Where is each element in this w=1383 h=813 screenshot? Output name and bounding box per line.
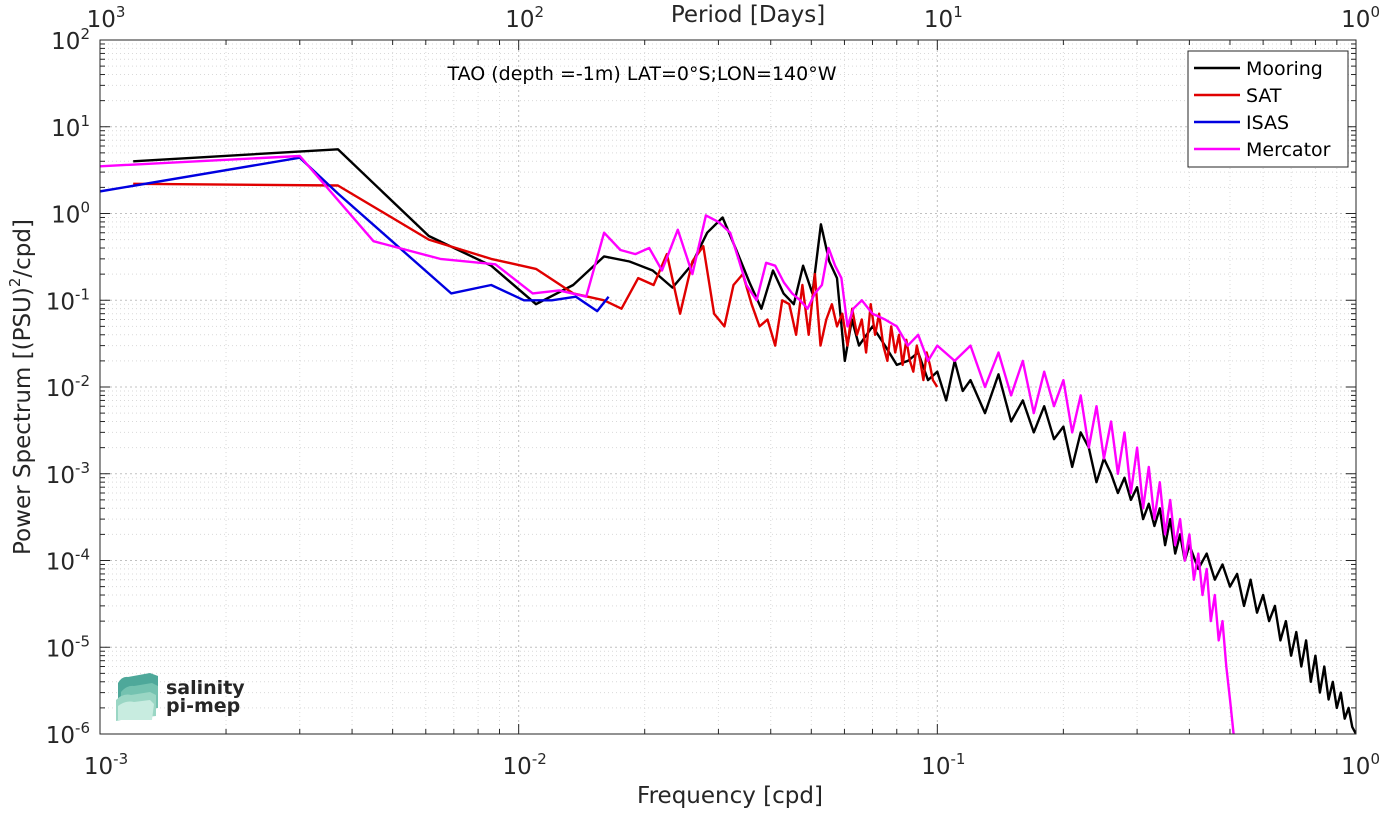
logo-text-pimep: pi-mep (166, 695, 240, 717)
y-tick-label-base: 10 (51, 203, 80, 229)
y-tick-label-exponent: 2 (80, 25, 90, 43)
x-tick-label-exponent: -2 (532, 750, 547, 768)
x-tick-label: 10-2 (503, 750, 547, 780)
series-layer (100, 148, 1356, 734)
y-tick-label-exponent: -6 (75, 719, 90, 737)
logo-text-salinity: salinity (166, 677, 245, 699)
series-line-mooring (133, 148, 1356, 734)
logo-wave-icon (116, 673, 158, 721)
y-tick-label: 10-5 (46, 632, 90, 662)
series-line-sat (133, 182, 939, 388)
y-tick-label-exponent: -5 (75, 632, 90, 650)
y-tick-label: 100 (51, 199, 90, 229)
top-tick-label: 102 (505, 3, 544, 33)
axis-ticks (99, 39, 1357, 735)
x-tick-label: 10-3 (84, 750, 128, 780)
series-line-isas (100, 156, 610, 313)
x-tick-label-base: 10 (1341, 754, 1370, 780)
salinity-pimep-logo: salinity pi-mep (116, 673, 245, 721)
y-tick-label-exponent: 1 (80, 112, 90, 130)
top-tick-label-base: 10 (505, 7, 534, 33)
x-tick-label-exponent: 0 (1370, 750, 1380, 768)
x-tick-label-exponent: -3 (113, 750, 128, 768)
series-line-mercator (100, 154, 1235, 734)
y-tick-label-exponent: 0 (80, 199, 90, 217)
top-tick-label-base: 10 (924, 7, 953, 33)
legend-label-mercator: Mercator (1246, 139, 1331, 161)
y-tick-label-base: 10 (51, 29, 80, 55)
y-tick-label-base: 10 (46, 463, 75, 489)
y-tick-label-base: 10 (46, 289, 75, 315)
y-tick-label: 10-3 (46, 459, 90, 489)
x-axis-label: Frequency [cpd] (637, 783, 823, 809)
legend-label-sat: SAT (1246, 85, 1282, 107)
y-tick-label-exponent: -4 (75, 546, 90, 564)
x-tick-label-base: 10 (503, 754, 532, 780)
y-tick-label: 10-1 (46, 285, 90, 315)
top-tick-label-exponent: 3 (116, 3, 126, 21)
legend: Mooring SAT ISAS Mercator (1187, 50, 1349, 168)
chart-title: TAO (depth =-1m) LAT=0°S;LON=140°W (446, 63, 836, 85)
x-tick-label-base: 10 (921, 754, 950, 780)
y-tick-label-base: 10 (46, 550, 75, 576)
y-tick-label-exponent: -1 (75, 285, 90, 303)
y-axis-label-tail: /cpd] (10, 219, 36, 278)
x-tick-label: 10-1 (921, 750, 965, 780)
top-tick-label: 100 (1341, 3, 1380, 33)
x-tick-label-base: 10 (84, 754, 113, 780)
legend-label-mooring: Mooring (1246, 58, 1323, 80)
top-axis-label: Period [Days] (671, 2, 825, 28)
y-tick-label-exponent: -3 (75, 459, 90, 477)
y-tick-label: 101 (51, 112, 90, 142)
y-tick-label-base: 10 (51, 116, 80, 142)
y-tick-label: 10-6 (46, 719, 90, 749)
top-tick-label-base: 10 (1341, 7, 1370, 33)
legend-box (1187, 50, 1349, 168)
x-tick-label: 100 (1341, 750, 1380, 780)
top-tick-label-base: 10 (87, 7, 116, 33)
y-tick-label-exponent: -2 (75, 372, 90, 390)
top-tick-label: 101 (924, 3, 963, 33)
y-axis-label: Power Spectrum [(PSU)2/cpd] (6, 219, 36, 555)
y-tick-label: 102 (51, 25, 90, 55)
y-tick-label-base: 10 (46, 376, 75, 402)
y-tick-label: 10-2 (46, 372, 90, 402)
plot-background (100, 40, 1356, 734)
y-tick-label-base: 10 (46, 723, 75, 749)
top-tick-label-exponent: 1 (953, 3, 963, 21)
legend-label-isas: ISAS (1246, 112, 1289, 134)
top-tick-label: 103 (87, 3, 126, 33)
top-tick-label-exponent: 2 (535, 3, 545, 21)
y-axis-label-main: Power Spectrum [(PSU) (10, 287, 36, 555)
y-tick-label: 10-4 (46, 546, 90, 576)
y-axis-label-sup: 2 (6, 278, 24, 288)
top-tick-label-exponent: 0 (1370, 3, 1380, 21)
y-tick-label-base: 10 (46, 636, 75, 662)
x-tick-label-exponent: -1 (950, 750, 965, 768)
